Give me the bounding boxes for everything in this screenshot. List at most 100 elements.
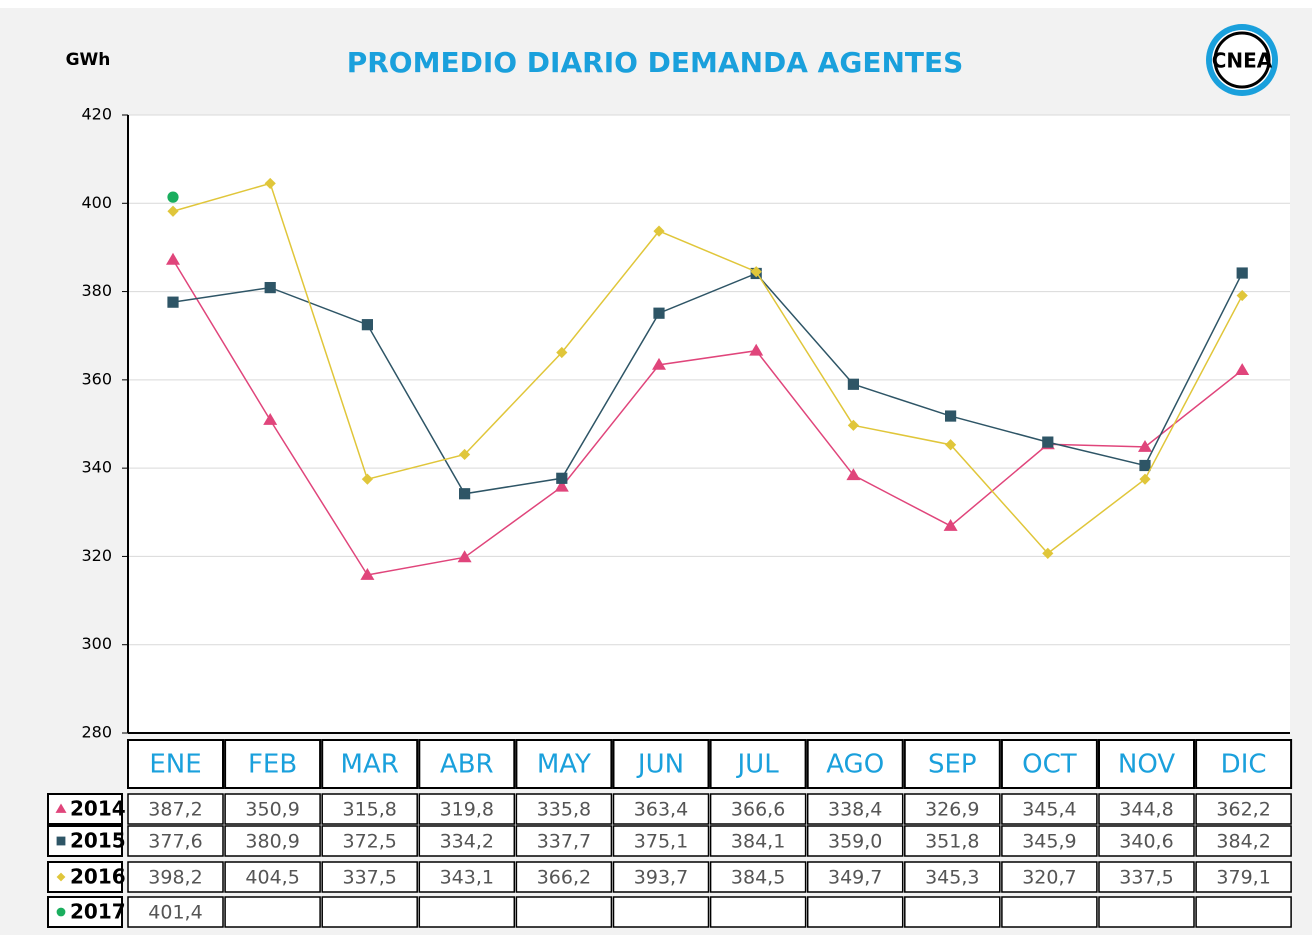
legend-marker — [55, 803, 67, 813]
table-cell — [321, 896, 418, 928]
legend-marker — [56, 836, 66, 846]
value-label: 344,8 — [1119, 799, 1173, 821]
value-label: 401,4 — [148, 902, 202, 924]
marker — [943, 518, 958, 531]
y-tick-label: 280 — [81, 723, 112, 742]
y-tick-label: 300 — [81, 634, 112, 653]
table-cell — [806, 825, 904, 857]
x-tick-label: SEP — [928, 750, 977, 780]
value-label: 363,4 — [634, 799, 688, 821]
marker — [653, 225, 665, 237]
table-cell — [806, 793, 904, 825]
series — [167, 191, 179, 203]
logo-text: CNEA — [1212, 49, 1273, 73]
table-cell — [1098, 825, 1195, 857]
logo-border — [1213, 31, 1271, 89]
x-tick-label: MAY — [537, 750, 591, 780]
value-label: 338,4 — [828, 799, 882, 821]
x-tick-label: ABR — [440, 750, 494, 780]
header-cell — [321, 739, 419, 789]
value-label: 393,7 — [634, 867, 688, 889]
y-tick-label: 380 — [81, 281, 112, 300]
value-label: 362,2 — [1216, 799, 1270, 821]
marker — [457, 550, 472, 563]
x-tick-label: FEB — [248, 750, 297, 780]
table-cell — [709, 793, 807, 825]
table-cell — [1001, 896, 1098, 928]
table-cell — [612, 793, 710, 825]
marker — [847, 378, 859, 390]
x-tick-label: MAR — [341, 750, 399, 780]
marker — [652, 357, 666, 370]
marker — [1138, 439, 1152, 452]
value-label: 366,6 — [731, 799, 785, 821]
y-tick-label: 340 — [81, 458, 112, 477]
table-cell — [127, 896, 224, 928]
table-cell — [806, 896, 904, 928]
marker — [846, 468, 861, 481]
table-cell — [1001, 793, 1098, 825]
marker — [361, 473, 373, 485]
table-cell — [1195, 896, 1292, 928]
table-cell — [709, 896, 807, 928]
table-cell — [321, 861, 418, 893]
x-tick-label: NOV — [1118, 750, 1175, 780]
legend-marker — [56, 907, 66, 917]
marker — [1139, 473, 1151, 485]
value-label: 384,5 — [731, 867, 785, 889]
value-label: 377,6 — [148, 831, 202, 853]
table-cell — [1195, 825, 1292, 857]
header-cell — [224, 739, 322, 789]
marker — [459, 488, 471, 500]
value-label: 335,8 — [537, 799, 591, 821]
table-cell — [709, 861, 807, 893]
value-label: 349,7 — [828, 867, 882, 889]
marker — [653, 307, 665, 319]
table-cell — [127, 825, 224, 857]
table-cell — [127, 861, 224, 893]
table-cell — [418, 861, 516, 893]
table-cell — [1001, 825, 1098, 857]
marker — [264, 177, 276, 190]
table-cell — [418, 793, 516, 825]
table-cell — [224, 793, 321, 825]
x-tick-label: JUN — [636, 750, 684, 780]
value-label: 387,2 — [148, 799, 202, 821]
table-cell — [321, 825, 418, 857]
line — [172, 182, 1243, 555]
x-tick-label: DIC — [1221, 750, 1267, 780]
header-cell — [903, 739, 1001, 789]
table-cell — [806, 861, 904, 893]
marker — [1042, 436, 1054, 448]
marker — [1235, 363, 1250, 376]
line — [172, 272, 1243, 495]
marker — [554, 479, 569, 492]
table-cell — [515, 861, 613, 893]
series — [167, 177, 1248, 559]
value-label: 375,1 — [634, 831, 688, 853]
table-cell — [418, 825, 516, 857]
table-cell — [904, 896, 1001, 928]
legend-label: 2015 — [70, 829, 126, 853]
marker — [1236, 289, 1248, 302]
legend-marker — [56, 872, 66, 882]
table-cell — [418, 896, 516, 928]
y-tick-label: 420 — [81, 105, 112, 124]
header-cell — [1000, 739, 1098, 789]
value-label: 372,5 — [342, 831, 396, 853]
value-label: 345,9 — [1022, 831, 1076, 853]
header-cell — [127, 739, 224, 789]
header-cell — [515, 739, 613, 789]
header-cell — [709, 739, 807, 789]
value-label: 345,4 — [1022, 799, 1076, 821]
value-label: 379,1 — [1216, 867, 1270, 889]
table-cell — [321, 793, 418, 825]
marker — [945, 410, 957, 422]
marker — [556, 472, 568, 484]
marker — [750, 266, 762, 278]
table-cell — [904, 793, 1001, 825]
legend-label: 2016 — [70, 865, 126, 889]
marker — [459, 448, 471, 461]
table-cell — [224, 896, 321, 928]
